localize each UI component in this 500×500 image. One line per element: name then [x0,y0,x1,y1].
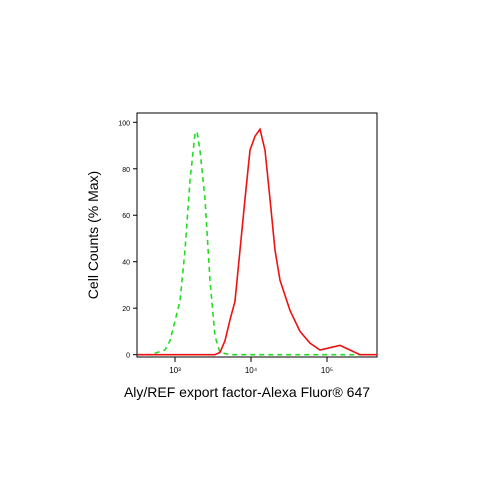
y-axis-label: Cell Counts (% Max) [85,171,101,299]
histogram-line [137,127,377,356]
y-tick-label: 20 [122,306,130,313]
histogram-line [137,129,377,356]
plot-frame [136,112,378,358]
y-tick-label: 80 [122,167,130,174]
x-tick-label: 10³ [169,366,181,375]
x-tick-label: 10⁴ [245,366,258,375]
y-tick-label: 40 [122,260,130,267]
y-tick-label: 60 [122,213,130,220]
x-axis-label: Aly/REF export factor-Alexa Fluor® 647 [124,384,370,400]
y-tick-label: 100 [118,120,130,127]
y-tick-label: 0 [126,353,130,360]
x-tick-label: 10⁵ [321,366,333,375]
